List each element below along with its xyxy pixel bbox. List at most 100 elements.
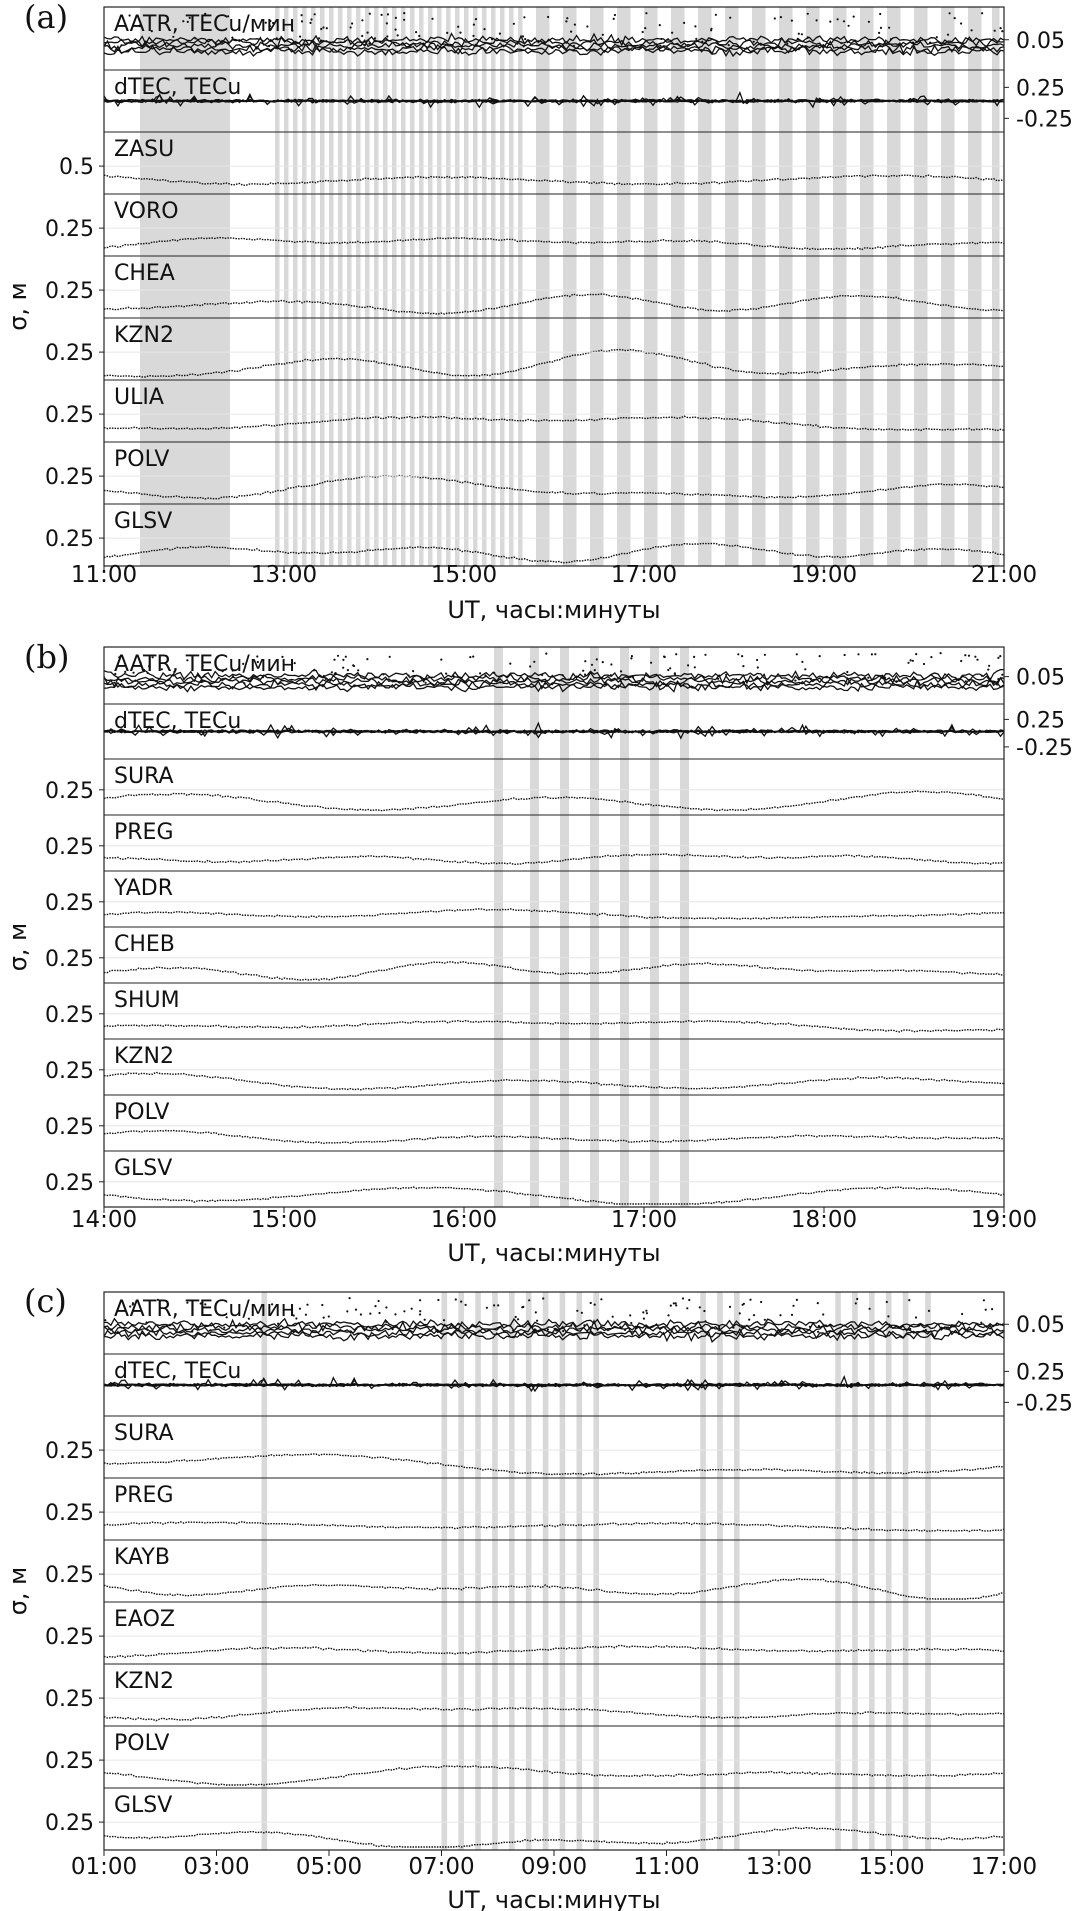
aatr-point (752, 40, 755, 43)
aatr-point (857, 653, 860, 656)
row-9: GLSV 0.25 (45, 1150, 1005, 1205)
aatr-point (980, 674, 984, 677)
aatr-point (403, 1310, 406, 1313)
row-label: dTEC, TECu (114, 1359, 241, 1384)
aatr-point (186, 20, 189, 23)
y-tick-label: 0.5 (59, 155, 94, 180)
shaded-interval (464, 7, 469, 566)
aatr-point (673, 673, 677, 676)
aatr-point (710, 27, 713, 30)
aatr-point (231, 669, 234, 672)
aatr-point (182, 20, 185, 23)
aatr-point (582, 669, 585, 672)
aatr-point (369, 1312, 372, 1315)
aatr-point (584, 660, 587, 663)
aatr-point (366, 31, 369, 34)
aatr-point (394, 16, 397, 19)
shaded-interval (509, 1292, 515, 1850)
aatr-point (999, 655, 1002, 658)
aatr-point (946, 33, 950, 36)
aatr-point (440, 658, 443, 661)
aatr-point (907, 661, 910, 664)
row-8: GLSV 0.25 (45, 1787, 1005, 1848)
aatr-series (103, 1318, 1005, 1333)
x-axis-label: UT, часы:минуты (447, 1239, 660, 1267)
aatr-point (796, 37, 799, 40)
aatr-point (576, 1309, 579, 1312)
row-label: dTEC, TECu (114, 709, 241, 734)
aatr-point (403, 18, 406, 21)
row-3: VORO 0.25 (45, 193, 1005, 251)
aatr-point (600, 1298, 603, 1301)
aatr-point (346, 669, 349, 672)
aatr-point (322, 1316, 325, 1319)
row-0: AATR, TECu/мин 0.05 (103, 1291, 1065, 1343)
aatr-point (514, 1315, 517, 1319)
aatr-point (583, 673, 587, 676)
aatr-point (572, 44, 576, 48)
shaded-bands (140, 7, 1000, 566)
aatr-point (817, 1330, 820, 1333)
aatr-point (718, 1325, 721, 1328)
sigma-series (103, 474, 1005, 500)
aatr-point (204, 1303, 207, 1306)
panel-frame (103, 6, 1005, 567)
aatr-point (756, 666, 759, 669)
aatr-point (997, 678, 1000, 681)
x-tick-label: 16:00 (431, 1207, 497, 1233)
aatr-point (816, 1302, 819, 1305)
aatr-point (669, 1304, 672, 1307)
y-tick-label: 0.25 (45, 465, 94, 490)
x-tick-label: 19:00 (791, 562, 857, 588)
aatr-point (146, 1328, 149, 1331)
row-5: CHEB 0.25 (45, 926, 1005, 981)
aatr-point (385, 1320, 388, 1323)
aatr-point (394, 28, 397, 31)
y-tick-label: 0.25 (45, 1439, 94, 1464)
shaded-interval (671, 7, 685, 566)
row-6: ULIA 0.25 (45, 379, 1005, 432)
aatr-point (645, 1312, 649, 1315)
aatr-point (619, 1325, 622, 1328)
aatr-point (748, 1318, 751, 1321)
shaded-interval (492, 1292, 498, 1850)
aatr-point (854, 1302, 857, 1305)
aatr-point (966, 1330, 969, 1333)
sigma-series (103, 908, 1004, 920)
row-label: YADR (113, 876, 173, 901)
shaded-interval (293, 7, 298, 566)
aatr-point (325, 27, 328, 30)
aatr-point (846, 670, 849, 674)
row-3: PREG 0.25 (45, 814, 1005, 866)
shaded-interval (835, 1292, 841, 1850)
shaded-interval (593, 1292, 599, 1850)
aatr-point (948, 12, 951, 15)
x-tick-label: 15:00 (251, 1207, 317, 1233)
sigma-series (103, 1765, 1005, 1786)
aatr-point (763, 1318, 767, 1321)
aatr-point (320, 27, 323, 31)
row-label: PREG (114, 820, 174, 845)
aatr-point (815, 19, 818, 22)
aatr-point (663, 655, 666, 658)
aatr-point (146, 671, 149, 675)
aatr-point (698, 1306, 701, 1309)
x-tick-label: 11:00 (71, 562, 137, 588)
x-tick-label: 14:00 (71, 1207, 137, 1233)
aatr-point (675, 653, 678, 656)
aatr-point (491, 38, 494, 41)
aatr-point (483, 28, 486, 31)
aatr-point (366, 658, 369, 661)
aatr-point (999, 27, 1002, 30)
aatr-point (129, 1305, 132, 1308)
aatr-point (419, 1310, 422, 1313)
aatr-point (452, 675, 455, 678)
x-tick-label: 13:00 (746, 1854, 812, 1880)
aatr-point (460, 1300, 463, 1303)
aatr-point (806, 12, 809, 15)
aatr-point (542, 1297, 545, 1300)
aatr-point (380, 13, 383, 16)
row-5: KZN2 0.25 (45, 317, 1005, 378)
aatr-point (186, 659, 189, 662)
aatr-point (911, 659, 914, 662)
